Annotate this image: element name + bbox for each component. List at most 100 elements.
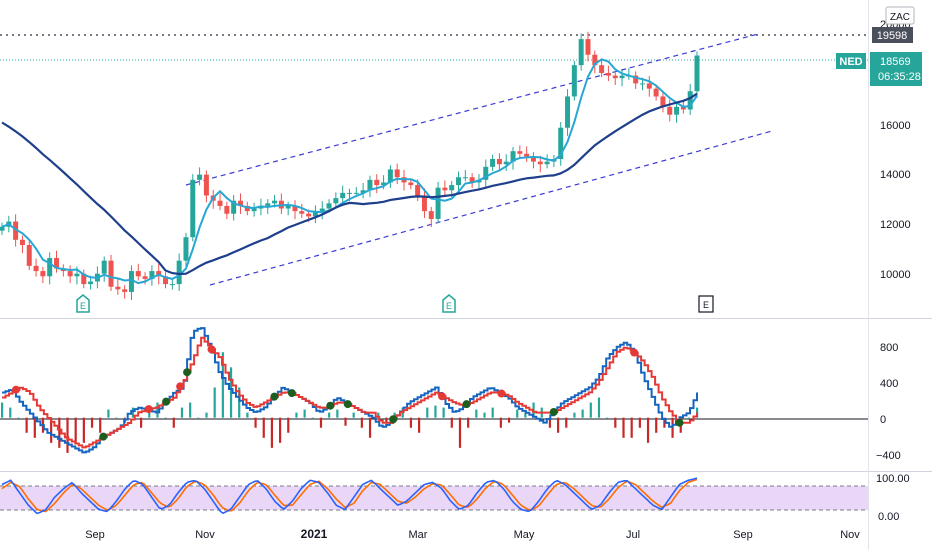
channel-lower[interactable] (209, 130, 773, 286)
macd-crossover-dot (162, 397, 171, 406)
earnings-marker-3[interactable]: E (698, 295, 714, 313)
macd-histogram-bar (172, 417, 175, 428)
candle-body (558, 127, 564, 159)
candle-body (224, 205, 230, 214)
macd-histogram-bar (377, 412, 380, 418)
earnings-marker-1-label: E (80, 301, 86, 311)
macd-histogram-bar (434, 405, 437, 418)
macd-histogram-bar (262, 417, 265, 438)
macd-histogram-bar (589, 402, 592, 418)
candle-body (26, 245, 32, 266)
stoch-d-line (1, 478, 698, 513)
macd-histogram-bar (140, 417, 143, 428)
macd-histogram-bar (352, 412, 355, 418)
candle-body (203, 174, 209, 196)
macd-histogram-bar (516, 409, 519, 418)
candle-body (183, 237, 189, 261)
macd-crossover-dot (462, 400, 471, 409)
candle-body (19, 239, 25, 246)
macd-histogram-bar (115, 417, 118, 419)
candle-body (605, 72, 611, 76)
macd-histogram-bar (229, 367, 233, 418)
macd-histogram-bar (9, 407, 12, 418)
macd-histogram-bar (66, 417, 69, 453)
candle-body (565, 96, 571, 128)
candle-body (306, 213, 312, 217)
currency-badge[interactable]: ZAC (885, 6, 915, 25)
macd-histogram-bar (221, 352, 224, 418)
macd-histogram-bar (238, 387, 241, 418)
macd-crossover-dot (497, 389, 506, 398)
macd-histogram-bar (565, 417, 568, 428)
macd-histogram-bar (393, 412, 396, 418)
macd-slow-line (2, 336, 698, 449)
candle-body (442, 187, 448, 191)
macd-tick-400: 400 (880, 378, 898, 390)
candle-body (326, 203, 332, 209)
macd-crossover-dot (675, 418, 684, 427)
stoch-tick-0: 0.00 (878, 511, 899, 523)
macd-crossover-dot (11, 385, 20, 394)
macd-histogram-bar (426, 407, 429, 418)
candle-body (674, 106, 680, 115)
candle-body (272, 200, 278, 204)
macd-histogram-bar (458, 417, 462, 448)
macd-histogram-bar (328, 412, 331, 418)
price-tick-10000: 10000 (880, 269, 911, 281)
macd-histogram-bar (99, 417, 102, 433)
candle-body (667, 106, 673, 115)
candle-body (197, 174, 203, 180)
candle-body (619, 75, 625, 79)
price-tick-12000: 12000 (880, 219, 911, 231)
macd-histogram-bar (303, 409, 306, 418)
candle-body (633, 75, 639, 84)
macd-crossover-dot (326, 401, 335, 410)
stoch-layer (1, 477, 698, 515)
macd-crossover-dot (207, 345, 216, 354)
macd-histogram-bar (409, 417, 413, 428)
macd-histogram-bar (557, 417, 560, 433)
candle-body (612, 75, 618, 79)
candle-body (40, 271, 46, 277)
candle-body (190, 179, 196, 238)
time-tick-sep2: Sep (733, 529, 753, 541)
macd-crossover-dot (630, 348, 639, 357)
macd-crossover-dot (287, 389, 296, 398)
candle-body (128, 271, 134, 292)
candle-body (142, 276, 148, 279)
candle-body (360, 190, 366, 193)
macd-crossover-dot (389, 415, 398, 424)
candle-body (517, 151, 523, 154)
time-tick-may: May (514, 529, 535, 541)
time-tick-sep1: Sep (85, 529, 105, 541)
candle-body (687, 91, 693, 110)
macd-histogram-bar (507, 417, 511, 423)
macd-histogram-bar (655, 417, 658, 433)
earnings-marker-2[interactable]: E (442, 294, 456, 313)
candle-body (415, 185, 421, 196)
candle-body (571, 65, 577, 97)
candle-body (435, 187, 441, 219)
candle-body (483, 166, 489, 180)
earnings-marker-2-label: E (446, 301, 452, 311)
candle-body (646, 83, 652, 89)
candle-body (74, 273, 80, 277)
macd-histogram-bar (17, 417, 20, 419)
price-tick-16000: 16000 (880, 120, 911, 132)
candle-body (660, 96, 666, 107)
candle-body (333, 198, 339, 204)
candle-body (33, 265, 39, 272)
candle-body (340, 192, 346, 199)
candle-body (115, 286, 121, 290)
candle-body (653, 88, 659, 97)
candle-body (694, 55, 700, 92)
candle-body (54, 258, 60, 269)
ema-line (1, 58, 698, 285)
candle-body (599, 65, 605, 73)
candle-body (101, 260, 107, 274)
candle-body (122, 289, 128, 292)
time-tick-nov2: Nov (840, 529, 860, 541)
earnings-marker-1[interactable]: E (76, 294, 90, 313)
candle-body (449, 185, 455, 191)
